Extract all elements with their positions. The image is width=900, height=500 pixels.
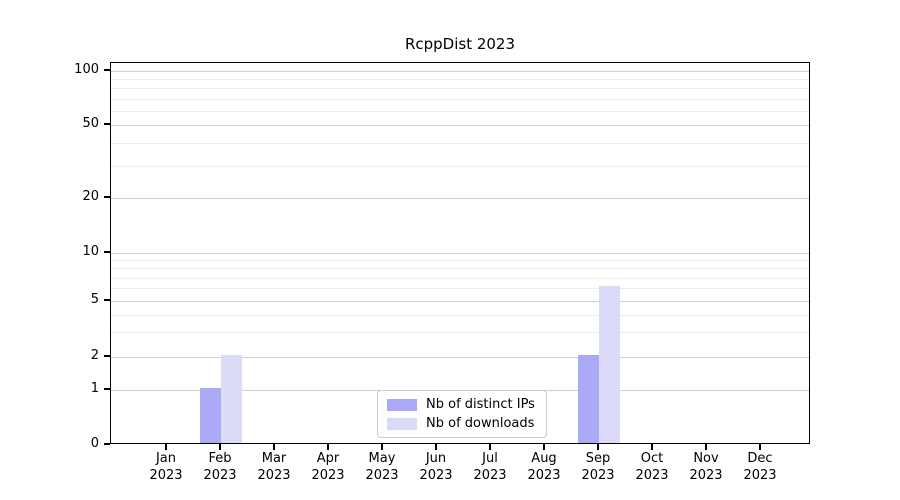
y-tick	[104, 355, 110, 357]
x-tick-year: 2023	[365, 468, 399, 483]
x-tick-year: 2023	[635, 468, 669, 483]
bar-downloads-feb	[221, 355, 242, 443]
bar-downloads-sep	[599, 286, 620, 443]
chart-title: RcppDist 2023	[404, 35, 516, 53]
gridline-minor	[111, 277, 809, 279]
y-tick	[104, 251, 110, 253]
y-tick-label: 2	[90, 348, 99, 363]
y-tick	[104, 196, 110, 198]
x-tick-month: Sep	[585, 451, 611, 466]
y-tick	[104, 69, 110, 71]
x-tick-label-may: May 2023	[350, 450, 414, 484]
x-tick-month: Feb	[208, 451, 232, 466]
gridline-minor	[111, 332, 809, 334]
x-tick	[489, 444, 491, 450]
gridline-minor	[111, 98, 809, 100]
x-tick-month: Mar	[261, 451, 287, 466]
x-tick-month: Aug	[531, 451, 557, 466]
x-tick-year: 2023	[257, 468, 291, 483]
gridline-minor	[111, 314, 809, 316]
x-tick	[435, 444, 437, 450]
x-tick-month: Oct	[640, 451, 664, 466]
x-tick	[759, 444, 761, 450]
x-tick	[327, 444, 329, 450]
x-tick-label-oct: Oct 2023	[620, 450, 684, 484]
x-tick-year: 2023	[203, 468, 237, 483]
y-tick-label: 1	[90, 381, 99, 396]
gridline-minor	[111, 288, 809, 290]
gridline-minor	[111, 268, 809, 270]
x-tick-month: Nov	[693, 451, 719, 466]
x-tick-label-apr: Apr 2023	[296, 450, 360, 484]
x-tick-month: May	[368, 451, 396, 466]
gridline-major	[111, 71, 809, 72]
x-tick	[219, 444, 221, 450]
y-tick	[104, 299, 110, 301]
x-tick-label-jul: Jul 2023	[458, 450, 522, 484]
x-tick-month: Jan	[155, 451, 177, 466]
gridline-minor	[111, 79, 809, 81]
x-tick-label-mar: Mar 2023	[242, 450, 306, 484]
legend-swatch-downloads	[387, 417, 417, 430]
x-tick-label-nov: Nov 2023	[674, 450, 738, 484]
gridline-minor	[111, 260, 809, 262]
legend-label-distinct-ips: Nb of distinct IPs	[426, 397, 535, 412]
x-tick-label-sep: Sep 2023	[566, 450, 630, 484]
x-tick	[597, 444, 599, 450]
gridline-minor	[111, 165, 809, 167]
y-tick-label: 50	[82, 116, 99, 131]
x-tick	[273, 444, 275, 450]
gridline-major	[111, 198, 809, 199]
x-tick-label-dec: Dec 2023	[728, 450, 792, 484]
y-tick	[104, 388, 110, 390]
x-tick-month: Dec	[747, 451, 773, 466]
x-tick	[381, 444, 383, 450]
x-tick-year: 2023	[581, 468, 615, 483]
y-tick-label: 5	[90, 292, 99, 307]
y-tick-label: 0	[90, 436, 99, 451]
x-tick	[165, 444, 167, 450]
x-tick-year: 2023	[149, 468, 183, 483]
y-tick-label: 20	[82, 189, 99, 204]
gridline-minor	[111, 110, 809, 112]
plot-area: Nb of distinct IPs Nb of downloads	[110, 62, 810, 444]
gridline-minor	[111, 88, 809, 90]
legend: Nb of distinct IPs Nb of downloads	[377, 390, 547, 438]
gridline-major	[111, 253, 809, 254]
x-tick	[651, 444, 653, 450]
gridline-minor	[111, 142, 809, 144]
y-tick-label: 100	[74, 62, 99, 77]
x-tick-year: 2023	[689, 468, 723, 483]
x-tick-label-jun: Jun 2023	[404, 450, 468, 484]
legend-item-downloads: Nb of downloads	[387, 416, 537, 431]
legend-item-distinct-ips: Nb of distinct IPs	[387, 397, 537, 412]
y-tick-label: 10	[82, 244, 99, 259]
legend-swatch-distinct-ips	[387, 398, 417, 411]
x-tick-year: 2023	[473, 468, 507, 483]
bar-distinct-ips-sep	[578, 355, 599, 443]
x-tick-year: 2023	[419, 468, 453, 483]
x-tick-month: Jul	[482, 451, 498, 466]
x-tick-year: 2023	[527, 468, 561, 483]
x-tick	[543, 444, 545, 450]
x-tick-label-feb: Feb 2023	[188, 450, 252, 484]
x-tick-label-aug: Aug 2023	[512, 450, 576, 484]
gridline-major	[111, 357, 809, 358]
y-tick	[104, 123, 110, 125]
x-tick-year: 2023	[743, 468, 777, 483]
gridline-major	[111, 301, 809, 302]
legend-label-downloads: Nb of downloads	[426, 416, 535, 431]
x-tick-year: 2023	[311, 468, 345, 483]
x-tick-label-jan: Jan 2023	[134, 450, 198, 484]
x-tick-month: Apr	[316, 451, 340, 466]
y-tick	[104, 443, 110, 445]
x-tick	[705, 444, 707, 450]
bar-distinct-ips-feb	[200, 388, 221, 443]
x-tick-month: Jun	[425, 451, 447, 466]
gridline-major	[111, 125, 809, 126]
